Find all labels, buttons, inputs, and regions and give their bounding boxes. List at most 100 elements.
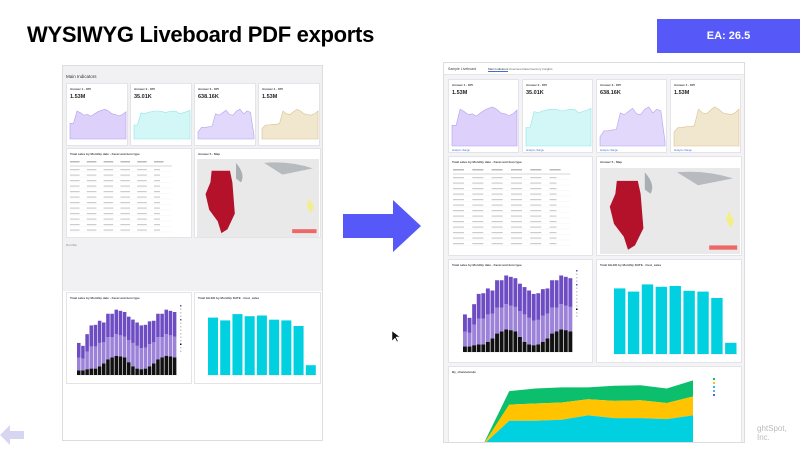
- table-cell: [86, 202, 97, 204]
- column-header: [453, 169, 465, 171]
- tab-inventory-insights[interactable]: Inventory Insights: [529, 67, 553, 71]
- tab-overview-data[interactable]: Overview Data: [509, 67, 529, 71]
- bar-segment: [499, 331, 504, 352]
- legend-swatch: [180, 340, 182, 342]
- column-header: [510, 169, 522, 171]
- kpi-card[interactable]: Answer 1 - KPI 1.53M: [66, 83, 128, 146]
- bar-segment: [106, 337, 110, 360]
- analyze-change-link[interactable]: Analyze change: [526, 149, 544, 152]
- table-cell: [86, 224, 97, 226]
- illinois-region: [205, 170, 235, 234]
- stacked-title: Total sales by Monthly date - Facet and …: [70, 296, 140, 300]
- tab-main-indicators[interactable]: Main Indicators: [488, 67, 509, 72]
- kpi-card[interactable]: Answer 3 - KPI 638.16K Analyze change: [596, 79, 667, 153]
- analyze-change-link[interactable]: Analyze change: [600, 149, 618, 152]
- table-cell: [154, 218, 160, 220]
- bar-segment: [476, 344, 481, 352]
- kpi-card[interactable]: Answer 4 - KPI 1.53M: [258, 83, 320, 146]
- analyze-change-link[interactable]: Analyze change: [674, 149, 692, 152]
- bar-segment: [147, 344, 152, 367]
- table-cell: [137, 185, 147, 187]
- map[interactable]: [197, 159, 319, 237]
- kpi-card[interactable]: Answer 3 - KPI 638.16K: [194, 83, 256, 146]
- bar-segment: [531, 345, 536, 352]
- legend-swatch: [576, 280, 578, 282]
- stacked-bar-chart: [463, 270, 578, 353]
- kpi-card[interactable]: Answer 2 - KPI 35.01K Analyze change: [522, 79, 593, 153]
- table-cell: [70, 218, 80, 220]
- bar-segment: [513, 331, 518, 352]
- table-cell: [472, 243, 484, 245]
- table-cell: [70, 213, 80, 215]
- bar-segment: [77, 357, 81, 371]
- bar-segment: [114, 309, 119, 335]
- map[interactable]: [600, 168, 740, 254]
- version-badge: EA: 26.5: [657, 19, 800, 53]
- analyze-change-link[interactable]: Analyze change: [452, 149, 470, 152]
- bar: [269, 319, 280, 375]
- bar-segment: [527, 317, 532, 345]
- bar-segment: [160, 357, 164, 375]
- column-header: [530, 169, 542, 171]
- bar-segment: [550, 307, 554, 334]
- table-cell: [103, 196, 114, 198]
- table-cell: [70, 224, 80, 226]
- legend-swatch: [576, 287, 578, 289]
- stacked-bar-card: Total sales by Monthly date - Facet and …: [448, 259, 593, 363]
- legend-swatch: [576, 298, 578, 300]
- table-cell: [120, 224, 130, 226]
- map-card: Answer 5 - Map: [194, 148, 321, 238]
- liveboard-title: Main Indicators: [66, 74, 97, 79]
- table-cell: [154, 174, 160, 176]
- bar-segment: [85, 334, 89, 352]
- table-cell: [154, 224, 160, 226]
- bar-segment: [467, 332, 472, 347]
- table-cell: [86, 218, 97, 220]
- table-cell: [154, 213, 160, 215]
- legend-swatch: [180, 333, 182, 335]
- kpi-card[interactable]: Answer 1 - KPI 1.53M Analyze change: [448, 79, 519, 153]
- bar-segment: [540, 315, 545, 342]
- bar-segment: [527, 344, 532, 352]
- bar-segment: [85, 351, 89, 370]
- table-cell: [549, 215, 557, 217]
- table-cell: [549, 243, 557, 245]
- bar-segment: [545, 313, 550, 339]
- stacked-area-chart: [484, 378, 715, 442]
- kpi-card[interactable]: Answer 4 - KPI 1.53M Analyze change: [670, 79, 741, 153]
- bar-segment: [156, 313, 160, 338]
- table-cell: [154, 202, 160, 204]
- table-cell: [154, 169, 160, 171]
- bar-segment: [508, 305, 513, 331]
- stacked-title: Total sales by Monthly date - Facet and …: [452, 263, 522, 267]
- legend-swatch: [180, 312, 182, 314]
- kpi-title: Answer 2 - KPI: [134, 87, 156, 91]
- bar: [697, 291, 709, 354]
- before-screenshot: Main Indicators Answer 1 - KPI 1.53M Answe…: [62, 65, 323, 441]
- table-cell: [510, 199, 522, 201]
- legend-swatch: [180, 326, 182, 328]
- table-cell: [530, 237, 542, 239]
- bar-segment: [508, 276, 513, 306]
- table-cell: [530, 193, 542, 195]
- back-arrow-icon[interactable]: [0, 425, 26, 445]
- arrow-right-icon: [343, 200, 421, 252]
- legend-swatch: [180, 322, 182, 324]
- bar-segment: [85, 369, 89, 375]
- kpi-title: Answer 1 - KPI: [70, 87, 92, 91]
- legend-swatch: [576, 308, 578, 310]
- table-cell: [472, 199, 484, 201]
- table-cell: [549, 204, 557, 206]
- bar-segment: [147, 366, 152, 375]
- table-cell: [530, 182, 542, 184]
- kpi-title: Answer 3 - KPI: [600, 83, 622, 87]
- kpi-card[interactable]: Answer 2 - KPI 35.01K: [130, 83, 192, 146]
- kpi-title: Answer 4 - KPI: [674, 83, 696, 87]
- cyan-bar-chart: [613, 284, 738, 355]
- bar-segment: [527, 290, 532, 318]
- bar-segment: [481, 293, 486, 319]
- bar-segment: [168, 335, 173, 357]
- map-title: Answer 5 - Map: [600, 160, 623, 164]
- table-cell: [491, 204, 503, 206]
- bar: [256, 315, 267, 375]
